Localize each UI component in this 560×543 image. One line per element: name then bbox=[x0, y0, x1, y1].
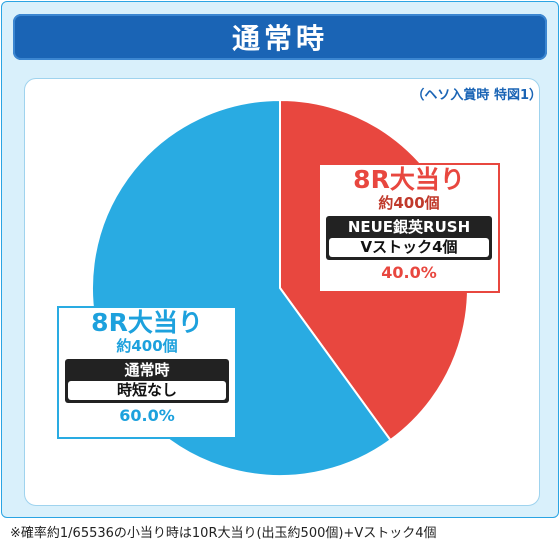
slice-percent-label: 40.0% bbox=[381, 263, 437, 282]
slice-mode: 通常時 bbox=[124, 361, 170, 379]
page-title: 通常時 bbox=[13, 14, 547, 60]
slice-detail: Vストック4個 bbox=[329, 238, 489, 257]
slice-label-box-neue-rush: 8R大当り 約400個 NEUE銀英RUSH Vストック4個 40.0% bbox=[318, 163, 500, 293]
slice-heading: 8R大当り bbox=[353, 165, 465, 194]
slice-balls: 約400個 bbox=[378, 194, 440, 212]
chart-note: （ヘソ入賞時 特図1） bbox=[411, 88, 542, 103]
slice-heading: 8R大当り bbox=[91, 308, 203, 337]
slice-detail: 時短なし bbox=[68, 381, 226, 400]
slice-mode: NEUE銀英RUSH bbox=[347, 218, 471, 236]
slice-balls: 約400個 bbox=[116, 337, 178, 355]
slice-percent-label: 60.0% bbox=[119, 406, 175, 425]
slice-mode-box: 通常時 時短なし bbox=[65, 359, 229, 403]
footnote: ※確率約1/65536の小当り時は10R大当り(出玉約500個)+Vストック4個 bbox=[10, 526, 437, 541]
slice-label-box-normal: 8R大当り 約400個 通常時 時短なし 60.0% bbox=[57, 306, 237, 439]
slice-mode-box: NEUE銀英RUSH Vストック4個 bbox=[326, 216, 492, 260]
